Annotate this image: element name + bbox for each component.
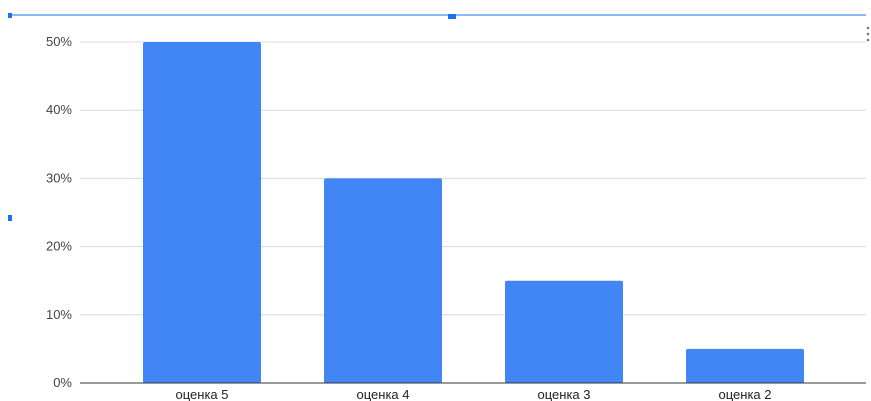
x-axis-labels: оценка 5 оценка 4 оценка 3 оценка 2 <box>176 387 772 401</box>
y-tick-label: 0% <box>53 375 72 390</box>
y-axis-ticks: 0% 10% 20% 30% 40% 50% <box>46 34 72 390</box>
x-tick-label: оценка 5 <box>176 387 229 401</box>
resize-handle-left-center[interactable] <box>8 215 12 221</box>
bar[interactable] <box>143 42 261 383</box>
y-tick-label: 50% <box>46 34 72 49</box>
y-tick-label: 20% <box>46 239 72 254</box>
bar[interactable] <box>505 280 623 383</box>
bar[interactable] <box>686 348 804 383</box>
more-vert-icon[interactable] <box>866 26 870 42</box>
resize-handle-top-left[interactable] <box>8 13 12 18</box>
y-tick-label: 40% <box>46 102 72 117</box>
y-tick-label: 10% <box>46 307 72 322</box>
x-tick-label: оценка 4 <box>357 387 410 401</box>
y-tick-label: 30% <box>46 170 72 185</box>
bar[interactable] <box>324 178 442 383</box>
bars <box>143 42 804 383</box>
resize-handle-top-center[interactable] <box>448 14 456 19</box>
x-tick-label: оценка 2 <box>719 387 772 401</box>
x-tick-label: оценка 3 <box>538 387 591 401</box>
